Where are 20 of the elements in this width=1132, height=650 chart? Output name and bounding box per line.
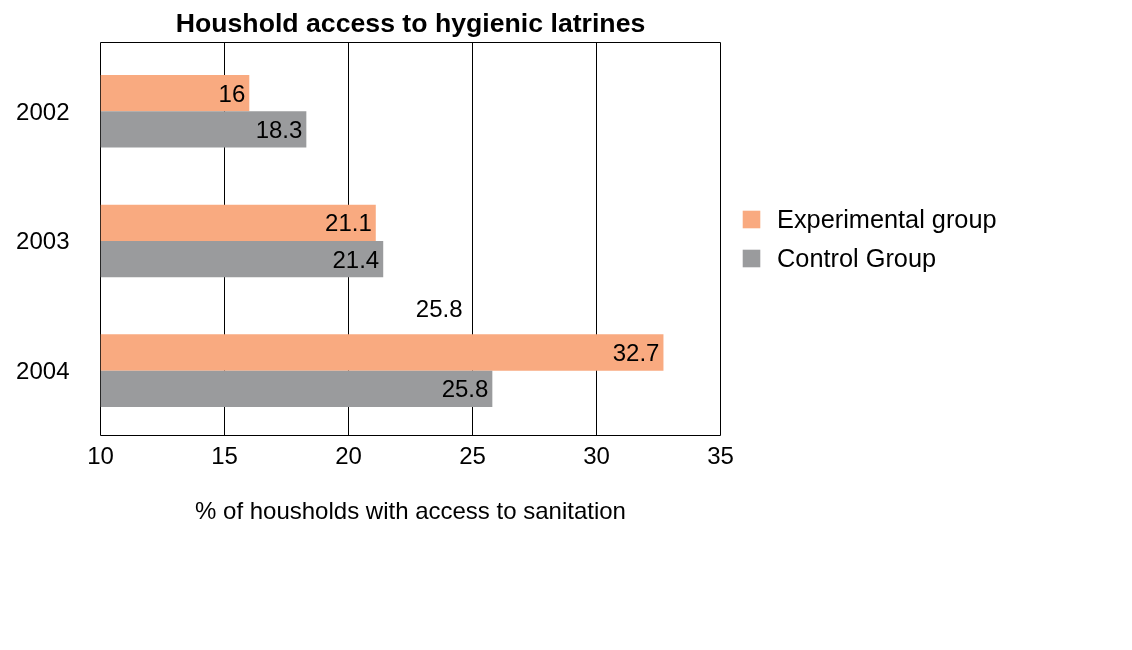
- data-label: 16: [218, 79, 246, 107]
- data-label: 25.8: [441, 375, 489, 403]
- x-tick-label: 10: [87, 441, 114, 469]
- y-tick-label: 2004: [16, 357, 70, 385]
- data-label: 32.7: [612, 338, 660, 366]
- x-tick-label: 20: [335, 441, 362, 469]
- x-tick-label: 25: [459, 441, 486, 469]
- legend-label: Experimental group: [777, 204, 997, 234]
- annotation: 25.8: [415, 294, 463, 322]
- data-label: 21.4: [332, 245, 380, 273]
- data-label: 18.3: [255, 115, 303, 143]
- chart-title: Houshold access to hygienic latrines: [175, 7, 646, 38]
- y-tick-label: 2002: [16, 97, 70, 125]
- data-label: 21.1: [325, 209, 372, 237]
- legend-label: Control Group: [777, 243, 937, 273]
- x-tick-label: 15: [211, 441, 238, 469]
- x-axis-title: % of housholds with access to sanitation: [195, 496, 626, 524]
- y-tick-label: 2003: [16, 227, 70, 255]
- x-tick-label: 35: [707, 441, 734, 469]
- x-tick-label: 30: [583, 441, 610, 469]
